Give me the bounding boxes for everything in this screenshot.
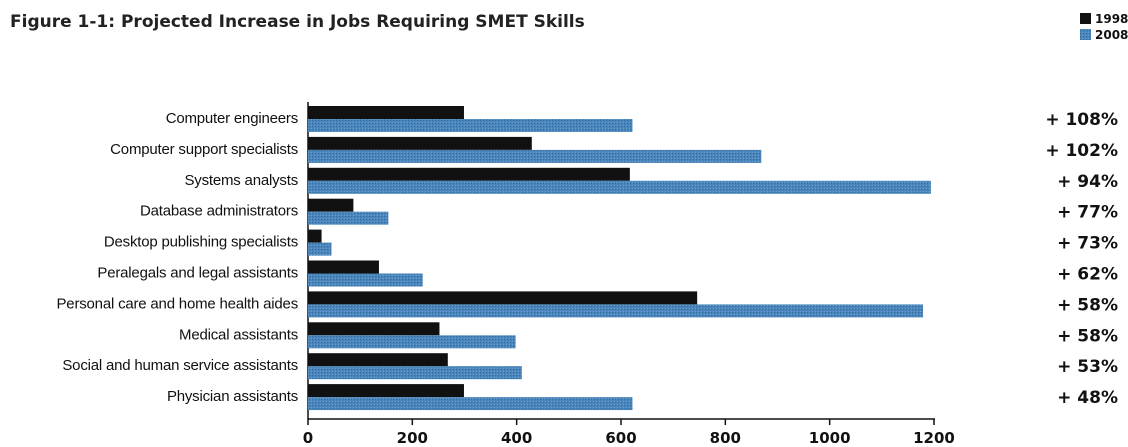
bar-1998-social-and-human-service-assistants: [308, 353, 448, 367]
bar-2008-systems-analysts: [308, 180, 931, 194]
percent-label-medical-assistants: + 58%: [1057, 326, 1118, 346]
bar-2008-physician-assistants: [308, 397, 633, 411]
percent-label-desktop-publishing-specialists: + 73%: [1057, 234, 1118, 254]
bar-2008-computer-engineers: [308, 119, 633, 132]
category-label-desktop-publishing-specialists: Desktop publishing specialists: [104, 234, 298, 251]
category-label-database-administrators: Database administrators: [140, 203, 298, 220]
legend-label-1998: 1998: [1095, 12, 1128, 26]
category-label-computer-engineers: Computer engineers: [166, 110, 298, 127]
percent-label-computer-support-specialists: + 102%: [1045, 141, 1118, 161]
bar-2008-computer-support-specialists: [308, 149, 762, 163]
bar-1998-physician-assistants: [308, 384, 464, 398]
bar-1998-peralegals-and-legal-assistants: [308, 260, 379, 274]
percent-label-database-administrators: + 77%: [1057, 203, 1118, 223]
bar-2008-database-administrators: [308, 211, 389, 225]
chart-title: Figure 1-1: Projected Increase in Jobs R…: [10, 12, 585, 32]
legend-swatch-1998: [1080, 13, 1091, 24]
category-label-personal-care-and-home-health-aides: Personal care and home health aides: [57, 295, 299, 312]
bar-1998-database-administrators: [308, 198, 354, 212]
bar-1998-medical-assistants: [308, 322, 440, 336]
legend-swatch-2008: [1080, 29, 1091, 40]
percent-increase-labels: + 108% + 102% + 94% + 77% + 73% + 62% + 58% + 5…: [1045, 110, 1118, 408]
x-tick-label-600: 600: [605, 429, 636, 447]
category-label-social-and-human-service-assistants: Social and human service assistants: [62, 357, 298, 374]
bar-2008-desktop-publishing-specialists: [308, 242, 332, 256]
category-labels: Computer engineers Computer support speci…: [57, 110, 299, 405]
category-label-peralegals-and-legal-assistants: Peralegals and legal assistants: [97, 265, 298, 282]
bars: [308, 106, 931, 411]
x-axis-ticks: 0 200 400 600 800 1000 1200: [303, 419, 955, 447]
bar-2008-peralegals-and-legal-assistants: [308, 273, 423, 287]
x-tick-label-0: 0: [303, 429, 313, 447]
category-label-computer-support-specialists: Computer support specialists: [110, 141, 298, 158]
category-label-physician-assistants: Physician assistants: [167, 388, 298, 405]
bar-2008-social-and-human-service-assistants: [308, 366, 522, 380]
bar-1998-computer-support-specialists: [308, 136, 532, 150]
bar-1998-computer-engineers: [308, 106, 464, 119]
legend-label-2008: 2008: [1095, 28, 1128, 42]
x-tick-label-800: 800: [710, 429, 741, 447]
percent-label-computer-engineers: + 108%: [1045, 110, 1118, 130]
bar-1998-desktop-publishing-specialists: [308, 229, 322, 243]
x-tick-label-1200: 1200: [913, 429, 955, 447]
category-label-systems-analysts: Systems analysts: [184, 172, 298, 189]
percent-label-personal-care-and-home-health-aides: + 58%: [1057, 295, 1118, 315]
bar-2008-medical-assistants: [308, 335, 516, 349]
percent-label-physician-assistants: + 48%: [1057, 388, 1118, 408]
bar-2008-personal-care-and-home-health-aides: [308, 304, 924, 318]
x-tick-label-200: 200: [397, 429, 428, 447]
legend: 1998 2008: [1080, 12, 1128, 42]
percent-label-peralegals-and-legal-assistants: + 62%: [1057, 265, 1118, 285]
percent-label-social-and-human-service-assistants: + 53%: [1057, 357, 1118, 377]
x-tick-label-1000: 1000: [809, 429, 851, 447]
bar-1998-personal-care-and-home-health-aides: [308, 291, 698, 305]
x-tick-label-400: 400: [501, 429, 532, 447]
percent-label-systems-analysts: + 94%: [1057, 172, 1118, 192]
category-label-medical-assistants: Medical assistants: [179, 326, 298, 343]
bar-1998-systems-analysts: [308, 167, 630, 181]
